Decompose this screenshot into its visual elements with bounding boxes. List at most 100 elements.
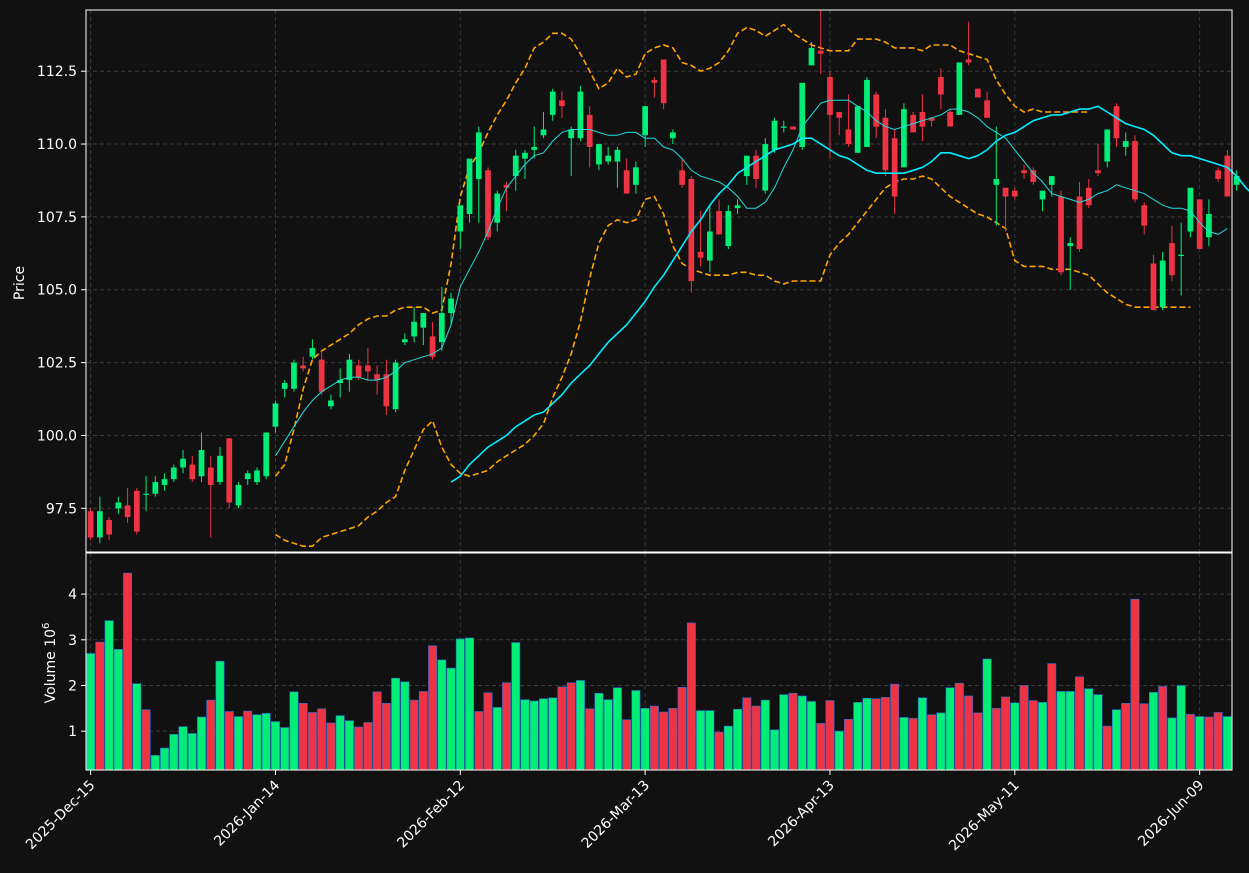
candle-body: [854, 106, 861, 153]
volume-bar: [1195, 716, 1205, 771]
volume-bar: [234, 716, 243, 771]
volume-bar: [880, 697, 890, 771]
price-y-tick-label: 97.5: [46, 501, 77, 517]
volume-bar: [622, 719, 632, 771]
volume-y-tick-label: 2: [68, 678, 77, 694]
volume-bar: [455, 638, 465, 771]
candle-body: [475, 132, 482, 180]
volume-bar: [807, 701, 816, 771]
volume-bar: [418, 691, 428, 771]
candle-body: [217, 455, 223, 483]
volume-bar: [206, 699, 216, 771]
candle-body: [660, 59, 667, 104]
volume-bar: [686, 622, 696, 771]
candle-body: [1067, 243, 1074, 247]
candle-body: [762, 144, 769, 191]
candle-body: [531, 146, 538, 150]
volume-bar: [871, 698, 881, 771]
candle-body: [1206, 213, 1212, 238]
volume-bar: [520, 699, 530, 771]
candle-body: [346, 359, 353, 381]
volume-bar: [1176, 685, 1186, 771]
candle-body: [161, 479, 168, 485]
candle-body: [1150, 263, 1157, 311]
candle-body: [300, 365, 307, 369]
volume-bar: [548, 697, 558, 771]
volume-bar: [224, 711, 234, 771]
volume-bar: [529, 700, 539, 771]
candle-body: [540, 129, 547, 136]
candle-body: [928, 117, 935, 121]
candle-body: [1104, 129, 1111, 162]
volume-bar: [298, 703, 308, 771]
volume-bar: [243, 710, 253, 771]
candle-body: [947, 111, 953, 127]
candle-body: [1169, 243, 1175, 276]
volume-bar: [927, 714, 937, 771]
volume-axis-exponent-power: 6: [41, 623, 52, 629]
price-y-tick-label: 112.5: [37, 64, 77, 80]
volume-bar: [982, 658, 992, 771]
candle-body: [383, 374, 390, 407]
volume-bar: [1019, 685, 1029, 771]
candle-body: [1002, 187, 1009, 197]
volume-bar: [252, 714, 262, 771]
volume-bar: [649, 705, 659, 771]
candle-body: [1039, 190, 1046, 200]
volume-bar: [899, 717, 909, 771]
volume-bar: [104, 620, 114, 771]
candle-body: [549, 91, 556, 115]
candle-body: [106, 519, 112, 535]
candle-body: [938, 77, 944, 95]
price-y-tick-label: 102.5: [37, 356, 77, 372]
volume-bar: [816, 723, 826, 771]
candle-body: [882, 117, 889, 171]
candle-body: [420, 313, 427, 328]
volume-bar: [575, 680, 585, 771]
candle-body: [1058, 196, 1064, 273]
candle-body: [586, 114, 593, 147]
volume-bar: [844, 718, 853, 771]
candle-body: [1224, 155, 1231, 197]
volume-bar: [474, 711, 484, 771]
volume-bar: [1084, 688, 1094, 771]
candle-body: [429, 336, 436, 357]
volume-bar: [113, 649, 123, 771]
volume-bar: [1001, 696, 1011, 771]
volume-bar: [169, 734, 179, 771]
candle-body: [198, 450, 205, 477]
candle-body: [170, 467, 177, 480]
candle-body: [559, 100, 565, 107]
candle-body: [873, 94, 880, 127]
volume-bar: [603, 699, 613, 771]
volume-bar: [954, 682, 964, 771]
candle-body: [596, 144, 602, 165]
volume-bar: [640, 708, 650, 771]
candle-body: [1187, 187, 1194, 232]
volume-bar: [123, 572, 133, 771]
volume-bar: [566, 682, 576, 771]
candle-body: [485, 170, 491, 238]
candle-body: [808, 47, 815, 66]
volume-panel-frame: [85, 552, 1233, 771]
candle-body: [189, 464, 196, 480]
volume-bar: [1213, 712, 1223, 771]
candle-body: [901, 109, 907, 168]
candle-body: [337, 380, 344, 383]
volume-bar: [779, 694, 789, 771]
volume-bar: [391, 677, 401, 771]
volume-axis-label-text: Volume: [43, 651, 59, 703]
volume-bar: [917, 697, 927, 771]
candle-body: [734, 205, 741, 209]
volume-bar: [539, 698, 548, 771]
volume-bar: [1028, 700, 1038, 771]
volume-bar: [770, 729, 779, 771]
volume-bar: [1121, 703, 1131, 771]
volume-bar: [760, 699, 770, 771]
candle-body: [771, 120, 778, 150]
candle-body: [411, 321, 417, 337]
volume-bar: [1075, 676, 1084, 771]
volume-bar: [197, 716, 206, 771]
candle-body: [614, 149, 621, 162]
candle-body: [115, 502, 122, 509]
